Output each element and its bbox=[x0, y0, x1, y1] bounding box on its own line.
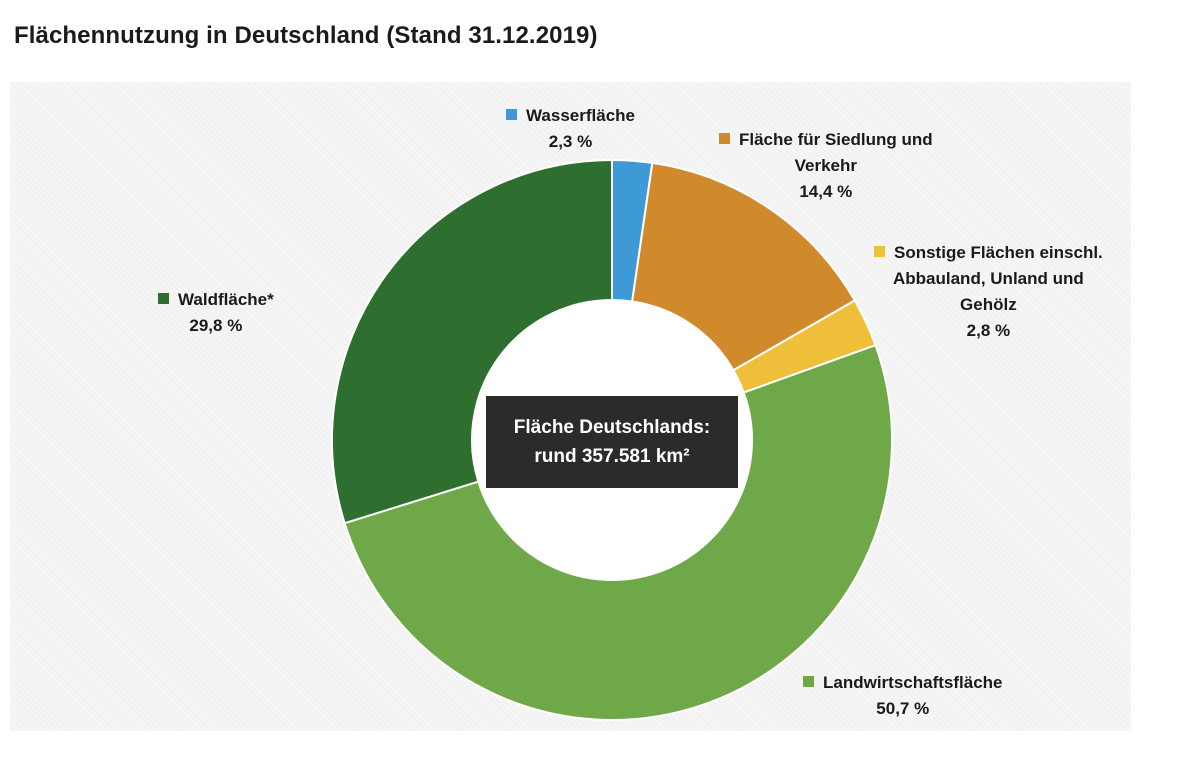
chart-title: Flächennutzung in Deutschland (Stand 31.… bbox=[14, 22, 598, 49]
legend-swatch-siedlung-verkehr bbox=[719, 133, 730, 144]
legend-swatch-wasserflaeche bbox=[506, 109, 517, 120]
slice-label-text: Abbauland, Unland und bbox=[893, 269, 1084, 288]
slice-label-text: Verkehr bbox=[794, 156, 857, 175]
slice-label-text: Sonstige Flächen einschl. bbox=[894, 243, 1103, 262]
center-total-area-label: Fläche Deutschlands: rund 357.581 km² bbox=[486, 396, 738, 488]
slice-value-label: 2,8 % bbox=[966, 321, 1011, 340]
legend-swatch-landwirtschaft bbox=[803, 676, 814, 687]
slice-value-label: 50,7 % bbox=[876, 699, 930, 718]
slice-label-text: Wasserfläche bbox=[526, 106, 635, 125]
slice-value-label: 14,4 % bbox=[799, 182, 853, 201]
legend-swatch-waldflaeche bbox=[158, 293, 169, 304]
slice-label-sonstige: Sonstige Flächen einschl. Abbauland, Unl… bbox=[874, 240, 1103, 344]
slice-label-text: Landwirtschaftsfläche bbox=[823, 673, 1003, 692]
slice-label-siedlung-verkehr: Fläche für Siedlung und Verkehr 14,4 % bbox=[719, 127, 933, 205]
center-label-line2: rund 357.581 km² bbox=[534, 446, 690, 467]
slice-label-text: Gehölz bbox=[960, 295, 1017, 314]
center-label-line1: Fläche Deutschlands: bbox=[513, 417, 711, 438]
slice-label-text: Waldfläche* bbox=[178, 290, 274, 309]
slice-label-wasserflaeche: Wasserfläche 2,3 % bbox=[506, 103, 635, 155]
slice-label-waldflaeche: Waldfläche* 29,8 % bbox=[158, 287, 274, 339]
slice-value-label: 29,8 % bbox=[189, 316, 243, 335]
slice-label-landwirtschaft: Landwirtschaftsfläche 50,7 % bbox=[803, 670, 1003, 722]
slice-label-text: Fläche für Siedlung und bbox=[739, 130, 933, 149]
legend-swatch-sonstige bbox=[874, 246, 885, 257]
slice-value-label: 2,3 % bbox=[548, 132, 593, 151]
